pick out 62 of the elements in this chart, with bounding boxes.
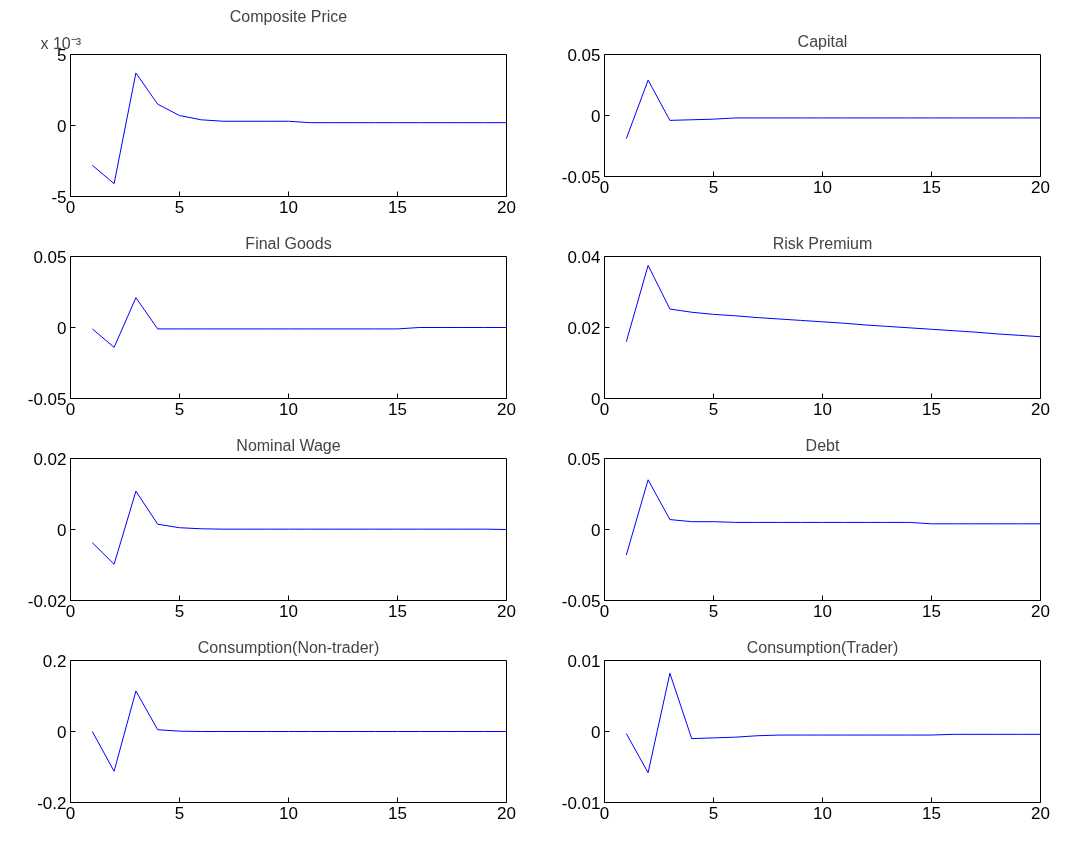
y-tick-label: 0 [57, 520, 67, 540]
x-tick-label: 20 [1031, 803, 1050, 823]
chart-title: Debt [805, 436, 840, 454]
chart-title: Consumption(Trader) [746, 638, 899, 656]
y-tick-label: 0 [591, 106, 601, 126]
x-tick-label: 15 [388, 399, 407, 419]
x-tick-label: 5 [174, 601, 185, 621]
chart-title: Nominal Wage [236, 436, 341, 454]
y-tick-label: 0 [57, 722, 67, 742]
x-tick-label: 10 [813, 177, 832, 197]
y-tick-label: -0.05 [27, 389, 67, 409]
x-tick-label: 5 [174, 197, 185, 217]
chart-title: Final Goods [245, 234, 332, 252]
y-tick-label: -0.01 [561, 793, 601, 813]
y-tick-label: 0.05 [567, 45, 601, 65]
x-tick-label: 20 [497, 601, 516, 621]
y-tick-label: -0.2 [37, 793, 67, 813]
x-tick-label: 15 [922, 399, 941, 419]
x-tick-label: 10 [279, 601, 298, 621]
x-tick-label: 5 [708, 177, 719, 197]
y-tick-label: 0 [57, 318, 67, 338]
x-tick-label: 10 [813, 601, 832, 621]
y-tick-label: -0.05 [561, 591, 601, 611]
y-tick-label: -0.05 [561, 167, 601, 187]
x-tick-label: 10 [279, 197, 298, 217]
x-tick-label: 20 [1031, 399, 1050, 419]
x-tick-label: 10 [813, 399, 832, 419]
x-tick-label: 20 [497, 197, 516, 217]
y-tick-label: 0.2 [42, 651, 67, 671]
y-tick-label: 0 [591, 722, 601, 742]
y-tick-label: 0 [57, 116, 67, 136]
x-tick-label: 5 [708, 601, 719, 621]
y-tick-label: -5 [51, 187, 67, 207]
x-tick-label: 15 [922, 803, 941, 823]
x-tick-label: 5 [708, 803, 719, 823]
x-tick-label: 10 [279, 803, 298, 823]
y-tick-label: 0 [591, 520, 601, 540]
x-tick-label: 15 [388, 803, 407, 823]
x-tick-label: 15 [388, 601, 407, 621]
x-tick-label: 5 [174, 399, 185, 419]
x-tick-label: 20 [1031, 177, 1050, 197]
y-tick-label: 0.05 [567, 449, 601, 469]
y-tick-label: 0.02 [567, 318, 601, 338]
y-tick-label: -0.02 [27, 591, 67, 611]
x-tick-label: 20 [497, 399, 516, 419]
x-tick-label: 10 [279, 399, 298, 419]
x-tick-label: 15 [388, 197, 407, 217]
x-tick-label: 5 [708, 399, 719, 419]
x-tick-label: 20 [497, 803, 516, 823]
x-tick-label: 5 [174, 803, 185, 823]
x-tick-label: 10 [813, 803, 832, 823]
x-tick-label: 15 [922, 601, 941, 621]
chart-title: Composite Price [229, 7, 348, 25]
y-tick-label: 0.04 [567, 247, 601, 267]
chart-title: Consumption(Non-trader) [197, 638, 380, 656]
chart-title: Capital [797, 32, 848, 50]
x-tick-label: 15 [922, 177, 941, 197]
y-tick-label: 0.01 [567, 651, 601, 671]
x-tick-label: 20 [1031, 601, 1050, 621]
y-tick-label: 0.05 [33, 247, 67, 267]
y-tick-label: 0.02 [33, 449, 67, 469]
chart-title: Risk Premium [772, 234, 873, 252]
